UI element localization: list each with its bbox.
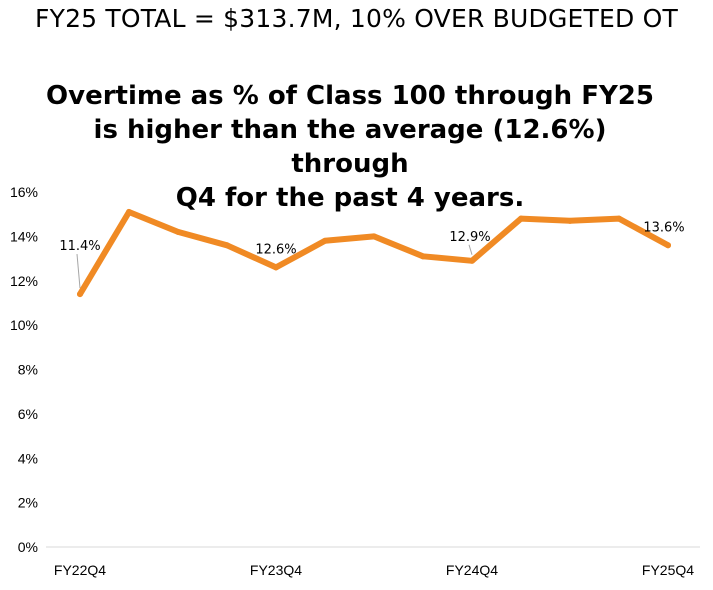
data-label: 12.6% bbox=[255, 242, 296, 257]
data-point bbox=[616, 215, 622, 222]
data-point bbox=[126, 208, 132, 215]
y-tick-label: 12% bbox=[10, 273, 38, 289]
chart-title-line-3: Q4 for the past 4 years. bbox=[175, 183, 525, 213]
chart-title: Overtime as % of Class 100 through FY25 … bbox=[40, 79, 660, 215]
chart-title-line-2: is higher than the average (12.6%) throu… bbox=[93, 115, 607, 179]
x-tick-label: FY24Q4 bbox=[446, 562, 498, 578]
x-tick-label: FY22Q4 bbox=[54, 562, 106, 578]
series-line bbox=[77, 209, 671, 298]
data-point bbox=[371, 233, 377, 240]
y-tick-label: 16% bbox=[10, 184, 38, 200]
data-point bbox=[273, 264, 279, 271]
data-point bbox=[518, 215, 524, 222]
y-tick-label: 8% bbox=[18, 362, 38, 378]
y-tick-label: 14% bbox=[10, 228, 38, 244]
y-tick-label: 10% bbox=[10, 317, 38, 333]
y-tick-label: 6% bbox=[18, 406, 38, 422]
data-label: 12.9% bbox=[449, 230, 490, 245]
data-point bbox=[175, 228, 181, 235]
chart-title-line-1: Overtime as % of Class 100 through FY25 bbox=[46, 81, 654, 111]
data-label-leader bbox=[76, 254, 81, 289]
data-point bbox=[420, 253, 426, 260]
data-point bbox=[77, 291, 83, 298]
data-label-leader bbox=[468, 244, 473, 255]
data-point bbox=[665, 242, 671, 249]
data-label: 11.4% bbox=[59, 239, 100, 254]
y-tick-label: 2% bbox=[18, 495, 38, 511]
headline: FY25 TOTAL = $313.7M, 10% OVER BUDGETED … bbox=[35, 4, 678, 33]
data-point bbox=[469, 257, 475, 264]
x-tick-label: FY25Q4 bbox=[642, 562, 694, 578]
data-point bbox=[567, 217, 573, 224]
data-point bbox=[322, 237, 328, 244]
x-tick-label: FY23Q4 bbox=[250, 562, 302, 578]
data-label: 13.6% bbox=[643, 220, 684, 235]
y-tick-label: 0% bbox=[18, 539, 38, 555]
data-point bbox=[224, 242, 230, 249]
y-tick-label: 4% bbox=[18, 450, 38, 466]
